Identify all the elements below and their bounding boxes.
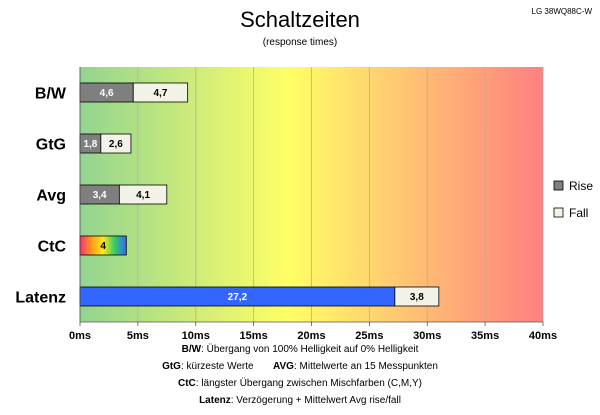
note-ctc: CtC: längster Übergang zwischen Mischfar…	[0, 375, 600, 392]
note-latenz-key: Latenz	[199, 395, 231, 406]
x-tick-label: 40ms	[529, 330, 557, 342]
bar-value-label: 4,7	[153, 88, 167, 99]
x-tick-label: 35ms	[471, 330, 499, 342]
category-label: Latenz	[15, 290, 66, 307]
x-tick-label: 5ms	[127, 330, 149, 342]
monitor-model: LG 38WQ88C-W	[532, 7, 593, 16]
bar-fall	[132, 82, 189, 103]
bar-value-label: 4	[100, 241, 106, 252]
bar-value-label: 4,6	[100, 88, 114, 99]
x-tick-label: 15ms	[240, 330, 268, 342]
note-latenz-text: : Verzögerung + Mittelwert Avg rise/fall	[230, 395, 401, 406]
note-ctc-text: : längster Übergang zwischen Mischfarben…	[195, 378, 422, 389]
bar-value-label: 3,4	[93, 190, 107, 201]
chart-subtitle: (response times)	[263, 37, 337, 48]
x-tick-label: 20ms	[297, 330, 325, 342]
note-bw-text: : Übergang von 100% Helligkeit auf 0% He…	[201, 344, 419, 355]
x-tick-label: 25ms	[355, 330, 383, 342]
x-axis-ticks: 0ms 5ms 10ms 15ms 20ms 25ms 30ms 35ms 40ms	[69, 67, 557, 342]
note-gtg-avg: GtG: kürzeste Werte AVG: Mittelwerte an …	[0, 358, 600, 375]
note-gtg-key: GtG	[162, 361, 181, 372]
bar-fall	[100, 133, 132, 154]
note-gtg-text: : kürzeste Werte	[180, 361, 254, 372]
note-latenz: Latenz: Verzögerung + Mittelwert Avg ris…	[0, 392, 600, 409]
category-labels: B/W GtG Avg CtC Latenz	[15, 86, 67, 307]
legend-label-rise: Rise	[569, 179, 593, 193]
x-tick-label: 0ms	[69, 330, 91, 342]
category-label: B/W	[35, 86, 67, 103]
note-bw: B/W: Übergang von 100% Helligkeit auf 0%…	[0, 341, 600, 358]
legend-swatch-fall	[553, 207, 564, 218]
legend: Rise Fall	[553, 179, 593, 220]
category-label: CtC	[38, 239, 67, 256]
x-tick-label: 10ms	[182, 330, 210, 342]
note-avg-key: AVG	[273, 361, 294, 372]
x-tick-label: 30ms	[413, 330, 441, 342]
legend-label-fall: Fall	[569, 206, 588, 220]
bar-value-label: 1,8	[83, 139, 97, 150]
bar-fall	[394, 286, 440, 307]
bar-value-label: 2,6	[109, 139, 123, 150]
bar-value-label: 27,2	[228, 292, 248, 303]
note-ctc-key: CtC	[178, 378, 196, 389]
chart-title: Schaltzeiten	[240, 7, 360, 32]
bar-value-label: 3,8	[410, 292, 424, 303]
category-label: Avg	[36, 188, 66, 205]
gridlines	[79, 67, 544, 322]
bar-fall	[118, 184, 168, 205]
footnotes: B/W: Übergang von 100% Helligkeit auf 0%…	[0, 341, 600, 409]
note-bw-key: B/W	[181, 344, 202, 355]
bars: 4,6 4,7 1,8 2,6 3,4 4,1 4 27,2 3,8	[79, 82, 440, 307]
note-avg-text: : Mittelwerte an 15 Messpunkten	[293, 361, 438, 372]
category-label: GtG	[36, 137, 66, 154]
legend-swatch-rise	[553, 180, 564, 191]
bar-value-label: 4,1	[136, 190, 150, 201]
